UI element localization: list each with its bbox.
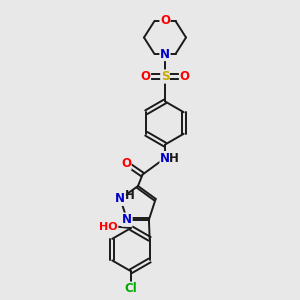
Text: O: O	[140, 70, 151, 83]
Text: H: H	[125, 189, 135, 203]
Text: N: N	[160, 152, 170, 165]
Text: S: S	[161, 70, 169, 83]
Text: Cl: Cl	[124, 282, 137, 295]
Text: N: N	[115, 192, 125, 206]
Text: HO: HO	[99, 221, 118, 232]
Text: N: N	[122, 213, 132, 226]
Text: O: O	[121, 157, 131, 170]
Text: O: O	[160, 14, 170, 28]
Text: H: H	[169, 152, 178, 165]
Text: N: N	[160, 47, 170, 61]
Text: O: O	[179, 70, 190, 83]
